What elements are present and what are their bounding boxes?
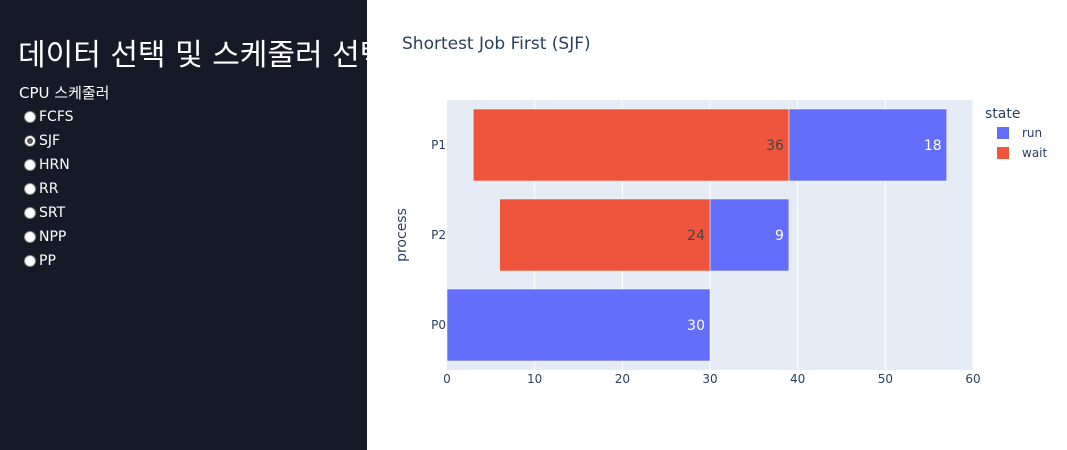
- x-tick-label: 60: [965, 372, 980, 386]
- sidebar: 데이터 선택 및 스케줄러 선택 CPU 스케줄러 FCFS SJF HRN RR SR…: [0, 0, 387, 450]
- radio-label: FCFS: [39, 109, 74, 125]
- x-tick-label: 30: [702, 372, 717, 386]
- x-tick-label: 50: [878, 372, 893, 386]
- bar-run-p1: [788, 108, 947, 182]
- y-axis-label: process: [394, 208, 410, 262]
- main-panel: Shortest Job First (SJF) 0 10 20 30 40 50 60 P0…: [367, 0, 1067, 450]
- sidebar-title: 데이터 선택 및 스케줄러 선택: [18, 38, 388, 73]
- legend-title: state: [985, 106, 1020, 122]
- radio-label: RR: [39, 181, 59, 197]
- radio-label: NPP: [39, 229, 67, 245]
- bar-label: 36: [766, 138, 784, 154]
- radio-label: SRT: [39, 205, 66, 221]
- x-tick-label: 40: [790, 372, 805, 386]
- x-tick-label: 10: [527, 372, 542, 386]
- radio-label: SJF: [39, 133, 61, 149]
- legend-swatch-wait: [997, 147, 1009, 159]
- bar-run-p0: [446, 288, 711, 362]
- x-tick-label: 0: [443, 372, 451, 386]
- radio-option-srt[interactable]: SRT: [24, 201, 74, 225]
- radio-option-fcfs[interactable]: FCFS: [24, 105, 74, 129]
- radio-button[interactable]: [24, 231, 36, 243]
- scheduler-radio-group: FCFS SJF HRN RR SRT NPP PP: [24, 105, 74, 273]
- gantt-chart: 0 10 20 30 40 50 60 P0 P2 P1 process 30 9 18 24 36 state…: [394, 100, 1048, 386]
- radio-button[interactable]: [24, 135, 36, 147]
- radio-label: HRN: [39, 157, 70, 173]
- y-tick-label: P2: [431, 228, 446, 242]
- radio-option-pp[interactable]: PP: [24, 249, 74, 273]
- radio-option-sjf[interactable]: SJF: [24, 129, 74, 153]
- radio-option-hrn[interactable]: HRN: [24, 153, 74, 177]
- plot-area: [447, 100, 973, 370]
- scheduler-group-label: CPU 스케줄러: [19, 84, 110, 102]
- radio-button[interactable]: [24, 183, 36, 195]
- radio-button[interactable]: [24, 159, 36, 171]
- bar-wait-p2: [499, 198, 711, 272]
- radio-button[interactable]: [24, 255, 36, 267]
- radio-button[interactable]: [24, 207, 36, 219]
- radio-button[interactable]: [24, 111, 36, 123]
- radio-option-npp[interactable]: NPP: [24, 225, 74, 249]
- chart-title: Shortest Job First (SJF): [402, 34, 591, 54]
- y-tick-label: P1: [431, 138, 446, 152]
- y-tick-label: P0: [431, 318, 446, 332]
- bar-wait-p1: [473, 108, 790, 182]
- legend-label-run: run: [1022, 126, 1042, 140]
- bar-label: 24: [687, 228, 705, 244]
- bar-label: 9: [775, 228, 784, 244]
- bar-label: 18: [924, 138, 942, 154]
- radio-label: PP: [39, 253, 56, 269]
- legend-label-wait: wait: [1022, 146, 1048, 160]
- x-tick-label: 20: [615, 372, 630, 386]
- bar-run-p2: [709, 198, 790, 272]
- radio-option-rr[interactable]: RR: [24, 177, 74, 201]
- legend-swatch-run: [997, 127, 1009, 139]
- bar-label: 30: [687, 318, 705, 334]
